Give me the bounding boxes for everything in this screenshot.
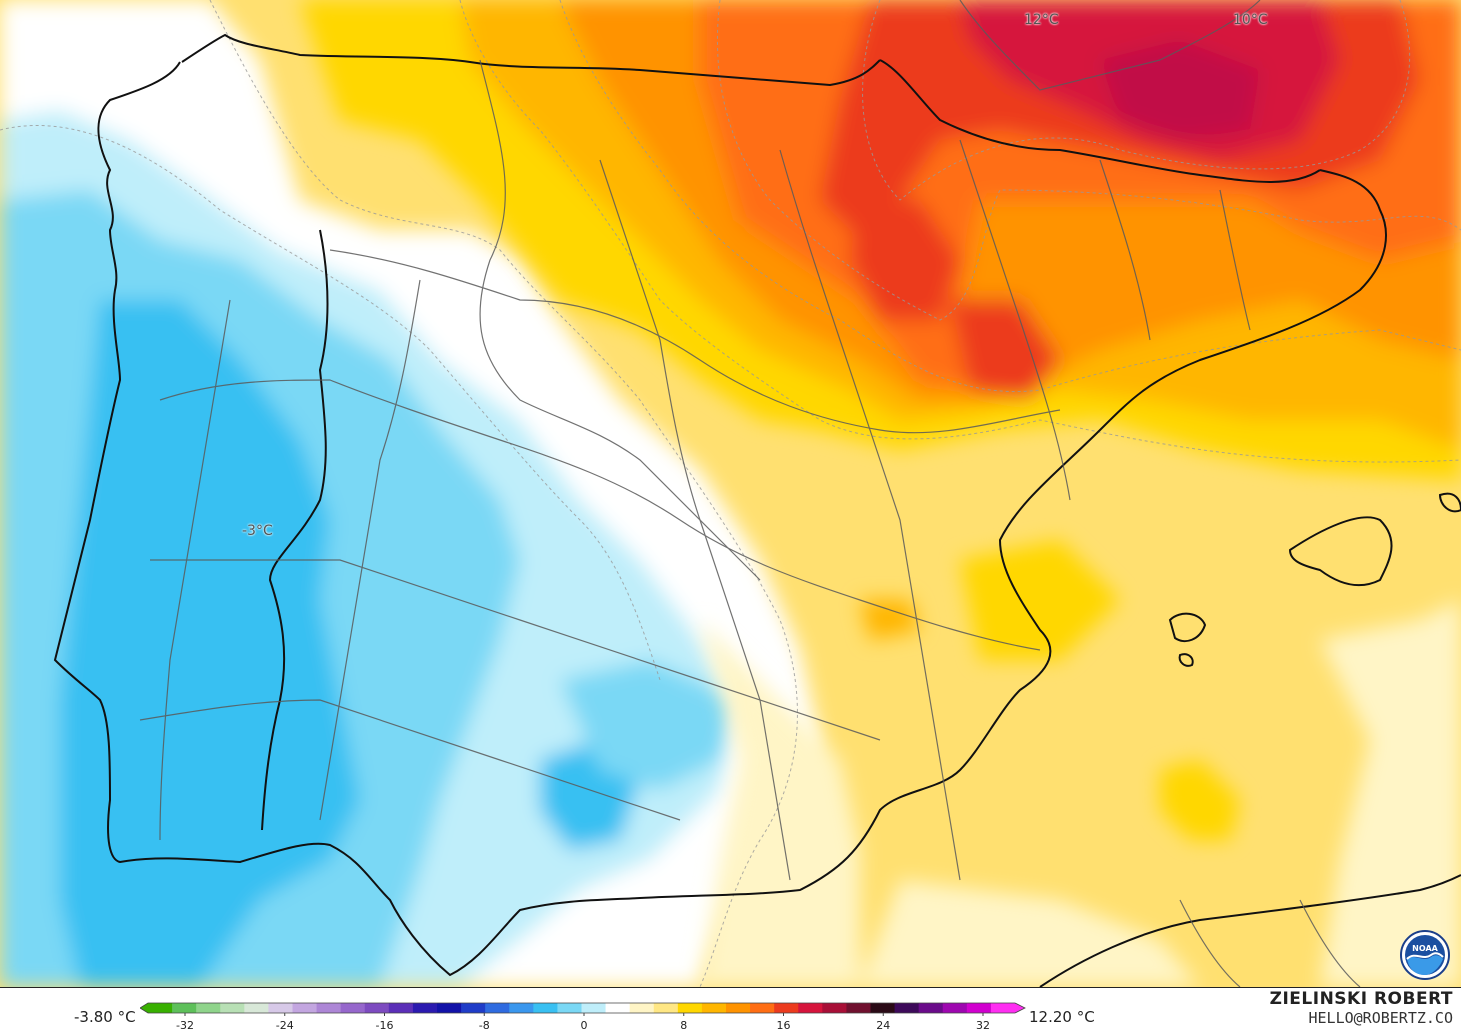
colorbar-tick-label: 32 — [976, 1019, 990, 1032]
colorbar-swatch — [292, 1003, 318, 1013]
noaa-logo-icon: NOAA — [1400, 930, 1450, 980]
colorbar-swatch — [437, 1003, 462, 1013]
temperature-map: 12°C 10°C -3°C NOAA — [0, 0, 1461, 987]
map-label-12c: 12°C — [1024, 12, 1059, 28]
colorbar-swatches — [140, 1002, 1026, 1014]
colorbar-swatch — [653, 1003, 679, 1013]
colorbar-swatch — [918, 1003, 944, 1013]
isotherm-lines — [0, 0, 1461, 987]
colorbar-tick-label: 0 — [581, 1019, 588, 1032]
province-borders — [139, 0, 1361, 987]
colorbar-swatch — [148, 1003, 173, 1013]
colorbar-min-arrow — [140, 1003, 148, 1013]
colorbar-swatch — [172, 1003, 197, 1013]
colorbar-swatch — [196, 1003, 221, 1013]
temperature-field — [0, 0, 1461, 987]
colorbar-swatch — [846, 1003, 872, 1013]
colorbar-max-arrow — [1015, 1003, 1025, 1013]
colorbar-swatch — [244, 1003, 270, 1013]
colorbar-swatch — [966, 1003, 992, 1013]
colorbar-swatch — [870, 1003, 896, 1013]
map-label-minus3c: -3°C — [242, 523, 273, 539]
colorbar-swatch — [316, 1003, 342, 1013]
colorbar-tick-label: -32 — [176, 1019, 194, 1032]
colorbar-swatch — [340, 1003, 366, 1013]
colorbar: -32 -24 -16 -8 0 8 16 24 32 — [140, 1002, 1026, 1032]
colorbar-tick-label: 24 — [876, 1019, 890, 1032]
colorbar-swatch — [268, 1003, 294, 1013]
colorbar-swatch — [461, 1003, 486, 1013]
colorbar-tick-label: -24 — [276, 1019, 294, 1032]
colorbar-swatch — [990, 1003, 1016, 1013]
credit-email: HELLO@ROBERTZ.CO — [1308, 1009, 1454, 1027]
colorbar-swatch — [822, 1003, 848, 1013]
colorbar-swatch — [557, 1003, 583, 1013]
credit-author: ZIELINSKI ROBERT — [1269, 989, 1453, 1009]
legend-footer: -3.80 °C -32 -24 -16 -8 0 8 16 24 32 12.20 °C ZI… — [0, 987, 1461, 1036]
map-label-10c: 10°C — [1233, 12, 1268, 28]
colorbar-tick-label: 16 — [777, 1019, 791, 1032]
colorbar-swatch — [750, 1003, 775, 1013]
coastlines — [53, 33, 1461, 987]
colorbar-tick-label: 8 — [680, 1019, 687, 1032]
colorbar-swatch — [726, 1003, 751, 1013]
legend-max-value: 12.20 °C — [1029, 1008, 1095, 1026]
colorbar-swatch — [677, 1003, 703, 1013]
colorbar-swatch — [220, 1003, 245, 1013]
colorbar-swatch — [509, 1003, 534, 1013]
noaa-logo-text: NOAA — [1412, 944, 1438, 953]
colorbar-tick-label: -8 — [479, 1019, 490, 1032]
colorbar-swatch — [798, 1003, 823, 1013]
colorbar-outline — [140, 1002, 1026, 1014]
colorbar-ticks: -32 -24 -16 -8 0 8 16 24 32 — [176, 1013, 990, 1032]
colorbar-swatch — [774, 1003, 799, 1013]
colorbar-swatch — [894, 1003, 920, 1013]
colorbar-swatch — [388, 1003, 414, 1013]
colorbar-swatch — [533, 1003, 559, 1013]
colorbar-swatch — [701, 1003, 727, 1013]
colorbar-tick-label: -16 — [376, 1019, 394, 1032]
colorbar-swatch — [942, 1003, 968, 1013]
map-canvas — [0, 0, 1461, 987]
colorbar-swatch — [485, 1003, 510, 1013]
legend-min-value: -3.80 °C — [74, 1008, 136, 1026]
colorbar-swatch — [605, 1003, 631, 1013]
colorbar-swatch — [629, 1003, 655, 1013]
colorbar-swatch — [364, 1003, 390, 1013]
colorbar-swatch — [412, 1003, 438, 1013]
colorbar-swatch — [581, 1003, 607, 1013]
